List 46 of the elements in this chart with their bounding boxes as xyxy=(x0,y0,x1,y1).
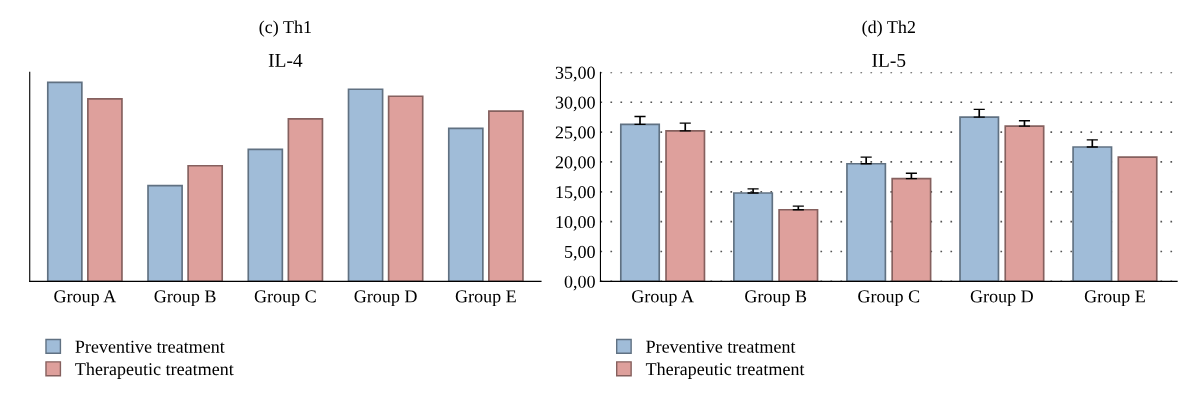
y-tick-label: 5,00 xyxy=(565,245,595,261)
bar xyxy=(846,162,887,282)
legend-label: Therapeutic treatment xyxy=(75,362,234,379)
chart-title: (d) Th2 xyxy=(862,20,915,37)
bar xyxy=(447,127,484,282)
bar xyxy=(959,116,1000,282)
legend-label: Preventive treatment xyxy=(75,340,225,353)
x-tick-label: Group A xyxy=(54,290,117,307)
y-tick-label: 10,00 xyxy=(556,215,595,231)
y-tick-label: 0,00 xyxy=(564,275,595,291)
x-tick-label: Group E xyxy=(1084,290,1145,307)
y-tick-label: 30,00 xyxy=(555,96,595,112)
bar xyxy=(1072,146,1113,282)
chart-subtitle: IL-5 xyxy=(872,54,906,67)
legend-label: Preventive treatment xyxy=(646,340,796,353)
bar xyxy=(347,88,384,282)
bar xyxy=(733,192,774,282)
bar xyxy=(287,118,324,282)
y-tick-label: 35,00 xyxy=(555,66,595,82)
x-tick-label: Group C xyxy=(254,290,316,307)
legend-label: Therapeutic treatment xyxy=(645,362,805,379)
bar xyxy=(665,130,706,282)
y-tick-label: 15,00 xyxy=(556,186,595,201)
x-tick-label: Group B xyxy=(154,290,216,307)
x-tick-label: Group C xyxy=(858,290,920,307)
x-tick-label: Group A xyxy=(632,290,694,307)
bar xyxy=(1117,156,1158,282)
bar xyxy=(87,98,123,282)
bar xyxy=(891,177,932,282)
x-tick-label: Group E xyxy=(455,290,516,307)
x-tick-label: Group D xyxy=(970,290,1033,307)
bar xyxy=(387,95,424,282)
bar xyxy=(778,208,819,282)
bar xyxy=(619,123,661,282)
chart-subtitle: IL-4 xyxy=(268,54,303,67)
bar xyxy=(46,81,83,282)
bar xyxy=(247,148,284,282)
y-tick-label: 25,00 xyxy=(555,126,595,142)
x-tick-label: Group B xyxy=(745,290,807,307)
bar xyxy=(488,110,524,282)
y-tick-label: 20,00 xyxy=(555,156,595,171)
bar xyxy=(187,164,224,282)
x-tick-label: Group D xyxy=(354,290,417,307)
bar xyxy=(1004,125,1045,282)
bar xyxy=(147,184,183,282)
chart-title: (c) Th1 xyxy=(259,20,311,37)
